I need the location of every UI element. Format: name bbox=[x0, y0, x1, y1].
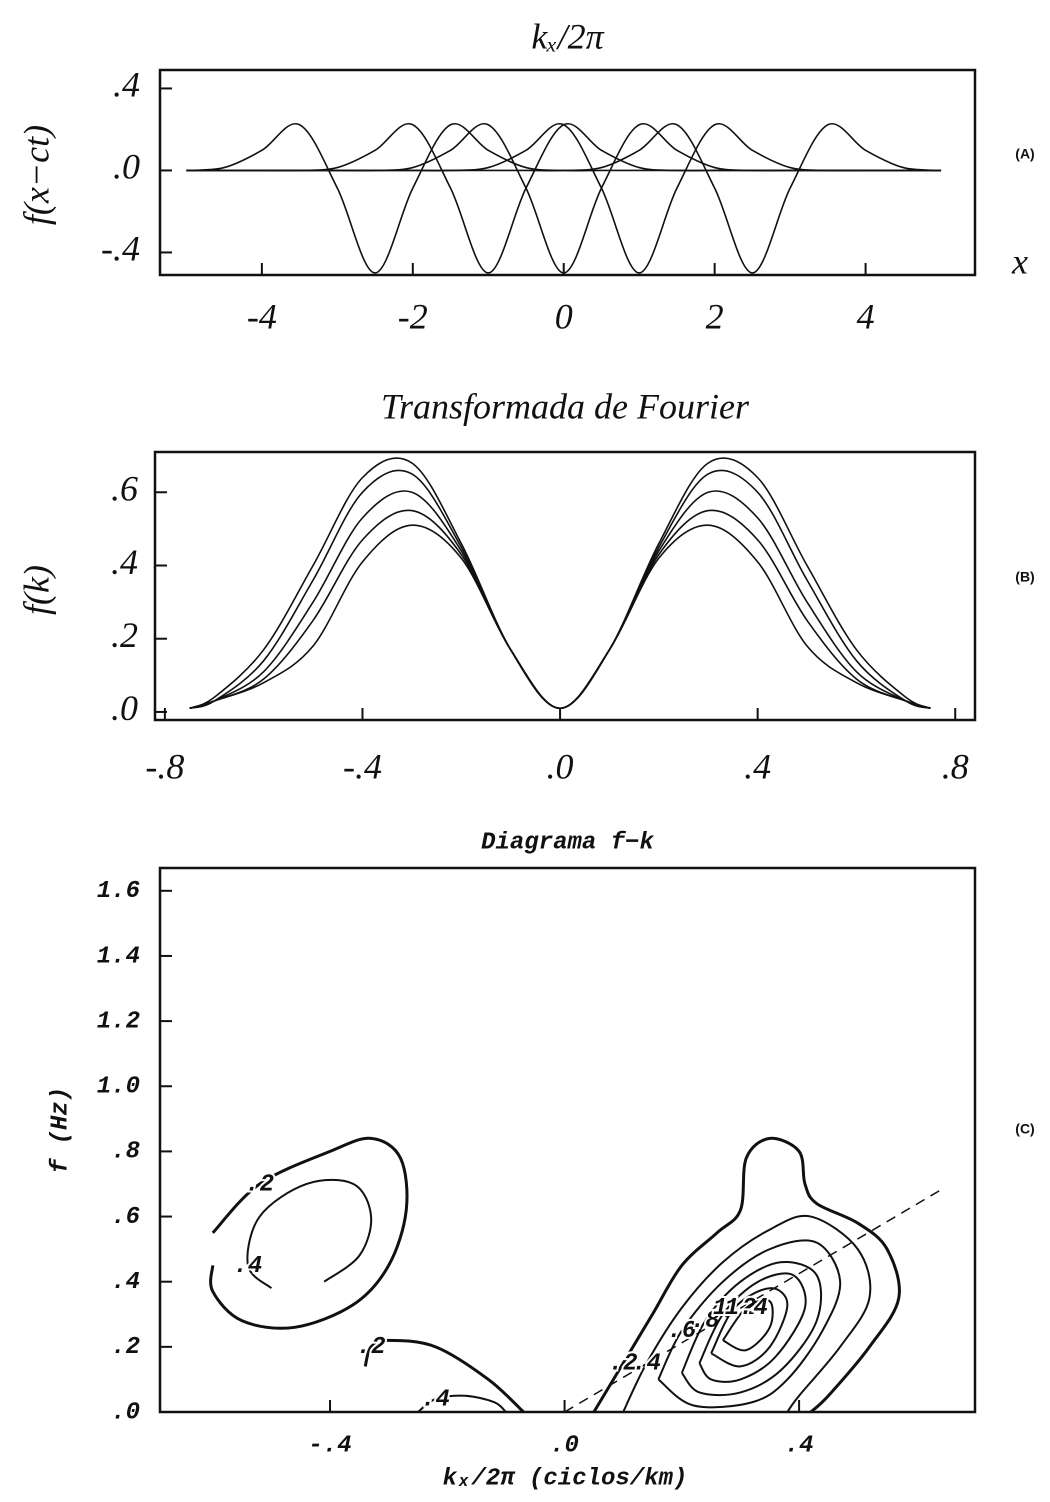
x-tick-label: .8 bbox=[942, 746, 969, 786]
contour-label: .2 bbox=[609, 1350, 638, 1377]
plot-frame bbox=[158, 866, 977, 1414]
contour-label: .2 bbox=[357, 1334, 386, 1361]
chart-title: Transformada de Fourier bbox=[381, 386, 750, 426]
data-line bbox=[189, 524, 931, 710]
contour-label: 1.2 bbox=[713, 1295, 756, 1322]
y-tick-label: .4 bbox=[111, 542, 138, 582]
x-tick-label: -2 bbox=[398, 296, 428, 336]
contour-line bbox=[363, 1338, 525, 1414]
y-tick-label: .0 bbox=[113, 147, 140, 187]
y-tick-label: .6 bbox=[111, 1204, 140, 1231]
y-axis-label: f(k) bbox=[16, 565, 56, 615]
reference-line bbox=[564, 1189, 941, 1413]
contour-label: .2 bbox=[245, 1171, 274, 1198]
y-tick-label: .0 bbox=[111, 1399, 140, 1426]
x-tick-label: .4 bbox=[785, 1432, 814, 1459]
contour-line bbox=[722, 1298, 774, 1352]
contour-line bbox=[680, 1261, 823, 1397]
x-tick-label: -.4 bbox=[343, 746, 382, 786]
x-tick-label: -.8 bbox=[145, 746, 184, 786]
data-line bbox=[189, 457, 931, 710]
y-tick-label: 1.4 bbox=[97, 943, 140, 970]
y-axis-label: f (Hz) bbox=[47, 1087, 74, 1173]
contour-line bbox=[622, 1214, 872, 1413]
contour-label: 1.4 bbox=[725, 1295, 768, 1322]
x-axis-label: x bbox=[1011, 241, 1028, 281]
y-tick-label: .6 bbox=[111, 469, 138, 509]
x-tick-label: 0 bbox=[555, 296, 573, 336]
plot-frame bbox=[158, 68, 977, 277]
data-line bbox=[189, 469, 931, 710]
plot-frame bbox=[153, 450, 977, 722]
y-tick-label: 1.0 bbox=[97, 1074, 140, 1101]
data-line bbox=[186, 122, 942, 274]
x-tick-label: .0 bbox=[550, 1432, 579, 1459]
contour-line bbox=[417, 1394, 507, 1413]
contour-label: .4 bbox=[632, 1350, 661, 1377]
data-line bbox=[186, 122, 942, 274]
y-tick-label: 1.2 bbox=[97, 1008, 140, 1035]
contour-line bbox=[657, 1239, 842, 1409]
data-line bbox=[189, 490, 931, 710]
y-tick-label: 1.6 bbox=[97, 878, 140, 905]
contour-label: .6 bbox=[667, 1318, 696, 1345]
chart-title: Diagrama f−k bbox=[481, 829, 654, 856]
x-tick-label: -.4 bbox=[308, 1432, 351, 1459]
contour-label: .4 bbox=[421, 1386, 450, 1413]
panel-label: (B) bbox=[1015, 569, 1034, 585]
contour-line bbox=[698, 1272, 807, 1383]
x-tick-label: -4 bbox=[247, 296, 277, 336]
data-line bbox=[186, 122, 942, 274]
contour-line bbox=[592, 1136, 901, 1414]
y-tick-label: .4 bbox=[113, 65, 140, 105]
y-tick-label: .2 bbox=[111, 615, 138, 655]
chart-title: kₓ/2π bbox=[531, 16, 604, 56]
y-tick-label: .8 bbox=[111, 1139, 140, 1166]
data-line bbox=[186, 122, 942, 274]
x-tick-label: 4 bbox=[857, 296, 875, 336]
y-tick-label: .2 bbox=[111, 1334, 140, 1361]
panel-label: (C) bbox=[1015, 1121, 1034, 1137]
contour-label: .8 bbox=[691, 1308, 720, 1335]
y-tick-label: -.4 bbox=[101, 229, 140, 269]
x-tick-label: 2 bbox=[706, 296, 724, 336]
panel-label: (A) bbox=[1015, 146, 1034, 162]
y-axis-label: f(x−ct) bbox=[16, 125, 56, 225]
x-tick-label: .0 bbox=[547, 746, 574, 786]
x-tick-label: .4 bbox=[744, 746, 771, 786]
data-line bbox=[186, 122, 942, 274]
contour-line bbox=[209, 1136, 409, 1330]
x-axis-label: kₓ/2π (ciclos/km) bbox=[443, 1465, 688, 1492]
y-tick-label: .0 bbox=[111, 688, 138, 728]
contour-line bbox=[710, 1287, 789, 1368]
y-tick-label: .4 bbox=[111, 1269, 140, 1296]
contour-line bbox=[246, 1178, 373, 1290]
data-line bbox=[189, 509, 931, 710]
contour-label: .4 bbox=[234, 1253, 263, 1280]
